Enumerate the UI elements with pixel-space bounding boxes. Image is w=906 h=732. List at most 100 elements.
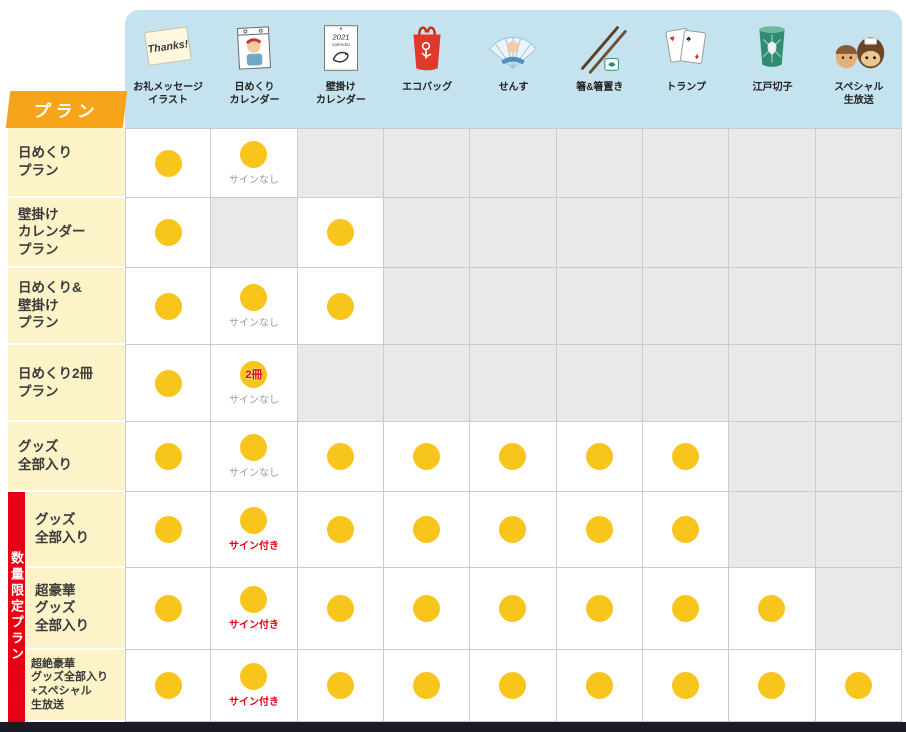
row-label: 日めくり プラン xyxy=(8,128,125,198)
included-dot xyxy=(672,443,700,470)
cell-r3-c3 xyxy=(297,268,384,345)
limited-plans-band: 数量限定プラン xyxy=(8,492,25,722)
cell-r4-c1 xyxy=(125,345,212,422)
cell-r5-c4 xyxy=(383,422,471,492)
column-label: 日めくり カレンダー xyxy=(229,82,280,106)
column-label: お礼メッセージ イラスト xyxy=(133,82,204,106)
svg-text:♥: ♥ xyxy=(669,33,676,44)
cell-r4-c7 xyxy=(642,345,730,422)
svg-text:calendar: calendar xyxy=(332,42,351,48)
column-label: スペシャル 生放送 xyxy=(834,82,884,106)
column-header-daily-calendar: 日めくり カレンダー xyxy=(211,10,297,128)
sign-note: サインなし xyxy=(228,317,279,329)
cell-r5-c3 xyxy=(297,422,384,492)
included-dot xyxy=(413,672,441,699)
cell-r8-c7 xyxy=(642,650,730,722)
cell-r3-c6 xyxy=(556,268,643,345)
included-dot xyxy=(844,672,872,699)
cell-r8-c2: サイン付き xyxy=(211,650,298,722)
row-label: 壁掛け カレンダー プラン xyxy=(8,198,125,268)
cell-r8-c4 xyxy=(383,650,471,722)
cell-r8-c6 xyxy=(556,650,643,722)
included-dot xyxy=(154,149,182,177)
cell-r6-c3 xyxy=(297,492,384,568)
playing-cards-icon: ♥♥♠♦ xyxy=(655,15,717,81)
included-dot xyxy=(413,443,441,470)
included-dot xyxy=(326,292,354,320)
cell-r2-c9 xyxy=(815,198,902,268)
cell-r8-c1 xyxy=(125,650,212,722)
kiriko-glass-icon xyxy=(741,15,803,81)
column-header-folding-fan: せんす xyxy=(470,10,556,128)
included-dot xyxy=(499,595,527,622)
svg-text:♠: ♠ xyxy=(686,33,692,44)
cell-r1-c3 xyxy=(297,128,384,198)
eco-bag-icon xyxy=(396,15,458,81)
two-copies-badge: 2冊 xyxy=(245,369,263,381)
column-header-playing-cards: ♥♥♠♦トランプ xyxy=(643,10,729,128)
cell-r3-c4 xyxy=(383,268,471,345)
cell-r4-c9 xyxy=(815,345,902,422)
cell-r2-c3 xyxy=(297,198,384,268)
included-dot xyxy=(499,516,527,543)
included-dot xyxy=(154,292,182,320)
included-dot xyxy=(326,672,354,699)
column-label: トランプ xyxy=(666,82,706,93)
thanks-note-icon: Thanks! xyxy=(137,15,199,81)
cell-r2-c2 xyxy=(211,198,298,268)
included-dot xyxy=(154,516,182,543)
folding-fan-icon xyxy=(482,15,544,81)
cell-r5-c2: サインなし xyxy=(211,422,298,492)
included-dot xyxy=(585,595,613,622)
column-label: 江戸切子 xyxy=(752,82,793,93)
included-dot xyxy=(672,516,700,543)
cell-r6-c6 xyxy=(556,492,643,568)
bottom-bar xyxy=(0,722,906,732)
cell-r7-c7 xyxy=(642,568,730,650)
included-dot: 2冊 xyxy=(240,360,268,388)
cell-r7-c4 xyxy=(383,568,471,650)
cell-r2-c7 xyxy=(642,198,730,268)
column-header-mascots: スペシャル 生放送 xyxy=(816,10,902,128)
included-dot xyxy=(240,140,268,168)
cell-r8-c5 xyxy=(470,650,557,722)
cell-r7-c8 xyxy=(729,568,816,650)
included-dot xyxy=(326,595,354,622)
included-dot xyxy=(672,672,700,699)
cell-r2-c1 xyxy=(125,198,212,268)
included-dot xyxy=(326,516,354,543)
cell-r6-c9 xyxy=(815,492,902,568)
included-dot xyxy=(413,516,441,543)
row-label: グッズ 全部入り xyxy=(8,422,125,492)
included-dot xyxy=(240,283,268,311)
svg-text:♦: ♦ xyxy=(694,51,700,62)
column-label: 壁掛け カレンダー xyxy=(315,82,366,106)
cell-r3-c5 xyxy=(470,268,557,345)
column-label: エコバッグ xyxy=(402,82,453,93)
cell-r4-c6 xyxy=(556,345,643,422)
plan-grid: 数量限定プラン 日めくり プラン サインなし 壁掛け カレンダー プラン 日めくり& 壁掛け プラ… xyxy=(8,128,902,722)
cell-r1-c2: サインなし xyxy=(211,128,298,198)
cell-r4-c2: 2冊 サインなし xyxy=(211,345,298,422)
included-dot xyxy=(240,434,268,461)
cell-r3-c8 xyxy=(729,268,816,345)
cell-r5-c6 xyxy=(556,422,643,492)
svg-text:Thanks!: Thanks! xyxy=(147,38,190,56)
cell-r6-c5 xyxy=(470,492,557,568)
sign-note: サイン付き xyxy=(228,697,279,708)
cell-r6-c7 xyxy=(642,492,730,568)
cell-r4-c3 xyxy=(297,345,384,422)
column-label: 箸&箸置き xyxy=(576,82,624,93)
header-band: Thanks! お礼メッセージ イラスト 日めくり カレンダー 2021 calendar 壁… xyxy=(125,10,902,128)
column-header-thanks-note: Thanks! お礼メッセージ イラスト xyxy=(125,10,211,128)
included-dot xyxy=(154,443,182,470)
daily-calendar-icon xyxy=(223,15,285,81)
column-header-kiriko-glass: 江戸切子 xyxy=(729,10,815,128)
cell-r3-c2: サインなし xyxy=(211,268,298,345)
included-dot xyxy=(585,516,613,543)
included-dot xyxy=(585,443,613,470)
cell-r7-c1 xyxy=(125,568,212,650)
cell-r7-c9 xyxy=(815,568,902,650)
included-dot xyxy=(499,443,527,470)
cell-r1-c1 xyxy=(125,128,212,198)
